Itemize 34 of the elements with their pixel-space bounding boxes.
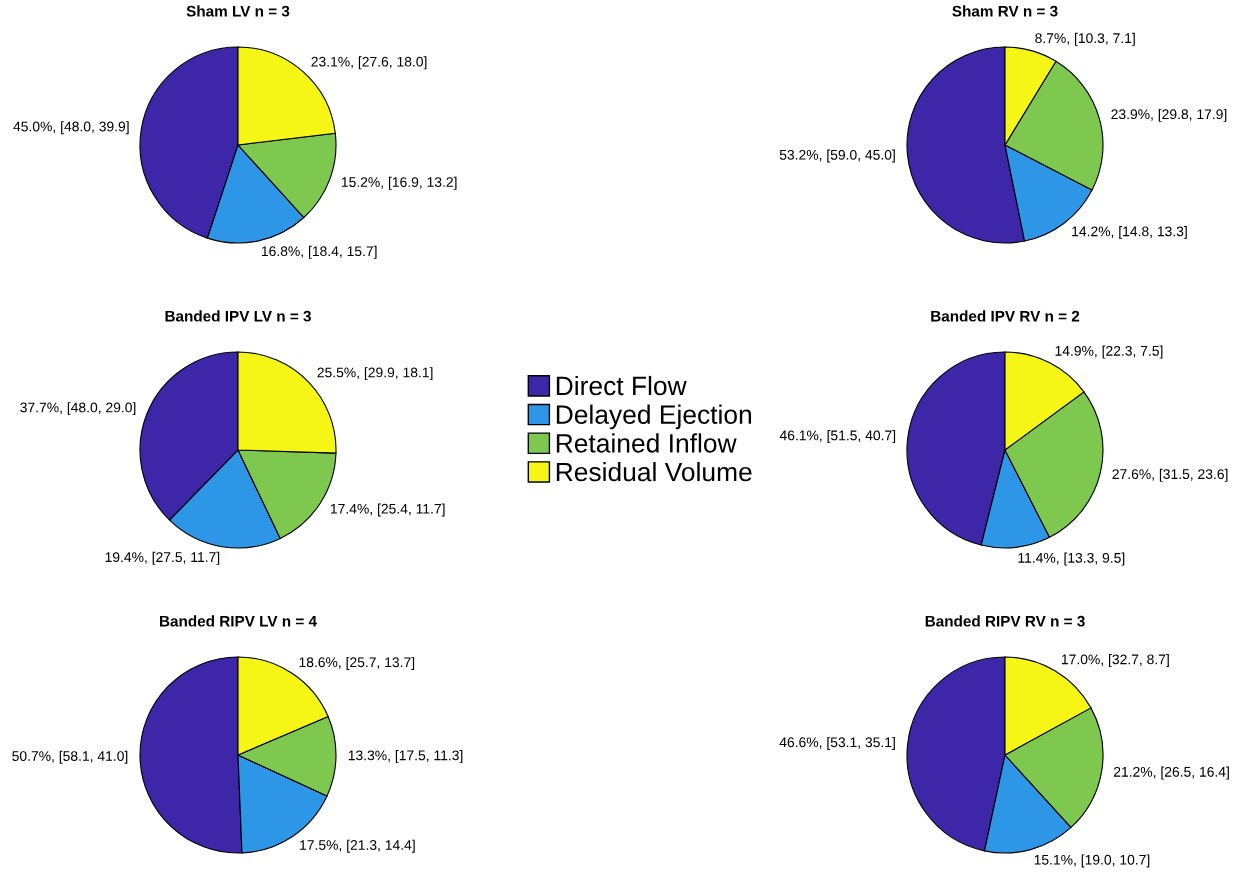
data-label: 19.4%, [27.5, 11.7]: [105, 551, 220, 565]
chart-title: Banded IPV RV n = 2: [931, 310, 1080, 322]
data-label: 45.0%, [48.0, 39.9]: [13, 121, 129, 135]
legend-label: Retained Inflow: [556, 433, 737, 453]
data-label: 17.0%, [32.7, 8.7]: [1061, 654, 1169, 668]
data-label: 50.7%, [58.1, 41.0]: [12, 750, 128, 764]
data-label: 27.6%, [31.5, 23.6]: [1112, 468, 1228, 482]
data-label: 13.3%, [17.5, 11.3]: [348, 750, 463, 764]
data-label: 17.4%, [25.4, 11.7]: [330, 503, 445, 517]
data-label: 25.5%, [29.9, 18.1]: [317, 367, 433, 381]
data-label: 15.1%, [19.0, 10.7]: [1034, 854, 1150, 868]
data-label: 37.7%, [48.0, 29.0]: [20, 402, 136, 416]
data-label: 21.2%, [26.5, 16.4]: [1113, 766, 1229, 780]
data-label: 16.8%, [18.4, 15.7]: [261, 245, 377, 259]
chart-title: Sham RV n = 3: [952, 5, 1058, 17]
legend-label: Delayed Ejection: [556, 404, 752, 430]
data-label: 11.4%, [13.3, 9.5]: [1018, 552, 1125, 566]
data-label: 8.7%, [10.3, 7.1]: [1035, 32, 1135, 46]
legend-label: Residual Volume: [556, 461, 752, 482]
data-label: 15.2%, [16.9, 13.2]: [341, 176, 457, 190]
data-label: 23.9%, [29.8, 17.9]: [1111, 108, 1227, 122]
data-label: 18.6%, [25.7, 13.7]: [299, 656, 415, 670]
data-label: 17.5%, [21.3, 14.4]: [300, 839, 415, 853]
data-label: 14.2%, [14.8, 13.3]: [1072, 226, 1187, 240]
data-label: 46.6%, [53.1, 35.1]: [779, 736, 895, 750]
data-label: 23.1%, [27.6, 18.0]: [311, 56, 427, 70]
data-label: 53.2%, [59.0, 45.0]: [779, 149, 895, 163]
chart-title: Sham LV n = 3: [186, 5, 290, 17]
chart-title: Banded RIPV RV n = 3: [925, 615, 1085, 627]
data-label: 46.1%, [51.5, 40.7]: [779, 430, 896, 444]
legend-label: Direct Flow: [556, 375, 687, 396]
chart-title: Banded RIPV LV n = 4: [160, 615, 317, 627]
chart-title: Banded IPV LV n = 3: [165, 310, 311, 322]
data-label: 14.9%, [22.3, 7.5]: [1055, 345, 1163, 359]
